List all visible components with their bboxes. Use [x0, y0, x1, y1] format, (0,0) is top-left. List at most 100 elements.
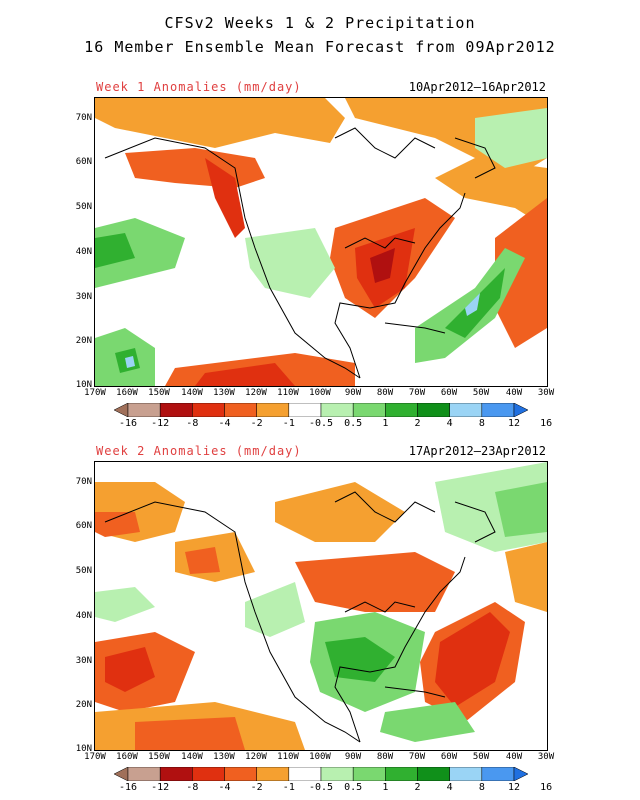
colorbar-tick-label: 16 — [540, 418, 553, 429]
colorbar-labels-panel-1: -16 -12 -8 -4 -2 -1 -0.5 0.5 1 2 4 8 12 16 — [0, 418, 640, 432]
lon-label: 50W — [472, 388, 490, 398]
lat-label: 10N — [75, 744, 92, 754]
colorbar-swatch — [113, 766, 129, 782]
colorbar-swatch — [288, 402, 322, 418]
lon-label: 150W — [148, 388, 170, 398]
colorbar-swatch — [320, 766, 354, 782]
panel-1-dates: 10Apr2012–16Apr2012 — [408, 80, 546, 94]
colorbar-tick-label: 0.5 — [344, 782, 363, 793]
lat-label: 40N — [75, 611, 92, 621]
colorbar-tick-label: 0.5 — [344, 418, 363, 429]
lon-label: 160W — [116, 752, 138, 762]
lon-label: 30W — [537, 388, 555, 398]
lon-label: 80W — [376, 752, 394, 762]
lon-label: 90W — [344, 388, 362, 398]
colorbar-tick-label: -0.5 — [308, 418, 334, 429]
colorbar-tick-label: -1 — [282, 418, 295, 429]
lat-label: 10N — [75, 380, 92, 390]
lon-label: 110W — [277, 752, 299, 762]
lat-label: 50N — [75, 566, 92, 576]
colorbar-panel-2 — [113, 766, 529, 782]
lon-label: 100W — [309, 752, 331, 762]
lon-label: 70W — [408, 752, 426, 762]
colorbar-tick-label: 2 — [414, 418, 421, 429]
colorbar-swatch — [417, 402, 450, 418]
colorbar-swatch — [385, 402, 418, 418]
colorbar-tick-label: 8 — [478, 782, 485, 793]
colorbar-tick-label: -4 — [218, 418, 231, 429]
week1-anomaly-map — [95, 98, 547, 386]
colorbar-swatch — [127, 766, 161, 782]
lat-label: 60N — [75, 157, 92, 167]
lon-label: 160W — [116, 388, 138, 398]
lon-label: 140W — [181, 388, 203, 398]
colorbar-tick-label: -4 — [218, 782, 231, 793]
colorbar-swatch — [513, 766, 529, 782]
lon-label: 30W — [537, 752, 555, 762]
colorbar-tick-label: -16 — [118, 418, 138, 429]
lon-label: 120W — [245, 388, 267, 398]
colorbar-tick-label: -12 — [151, 418, 170, 429]
colorbar-tick-label: -8 — [186, 782, 199, 793]
lon-label: 80W — [376, 388, 394, 398]
lon-label: 110W — [277, 388, 299, 398]
colorbar-swatch — [256, 402, 290, 418]
lon-label: 40W — [505, 388, 523, 398]
map-panel-1 — [94, 97, 548, 387]
colorbar-tick-label: 1 — [382, 418, 389, 429]
colorbar-labels-panel-2: -16 -12 -8 -4 -2 -1 -0.5 0.5 1 2 4 8 12 16 — [0, 782, 640, 796]
map-panel-2 — [94, 461, 548, 751]
colorbar-tick-label: -8 — [186, 418, 199, 429]
lon-label: 120W — [245, 752, 267, 762]
colorbar-swatch — [481, 766, 515, 782]
lon-label: 170W — [84, 752, 106, 762]
panel-2-label: Week 2 Anomalies (mm/day) — [96, 444, 302, 458]
lat-label: 20N — [75, 700, 92, 710]
colorbar-swatch — [288, 766, 322, 782]
colorbar-swatch — [256, 766, 290, 782]
lon-label: 130W — [213, 752, 235, 762]
colorbar-svg — [113, 766, 529, 782]
colorbar-tick-label: 1 — [382, 782, 389, 793]
colorbar-tick-label: -0.5 — [308, 782, 334, 793]
colorbar-tick-label: 12 — [507, 782, 521, 793]
colorbar-swatch — [159, 402, 193, 418]
colorbar-swatch — [113, 402, 129, 418]
colorbar-swatch — [352, 766, 386, 782]
colorbar-tick-label: -2 — [250, 782, 263, 793]
colorbar-swatch — [449, 766, 483, 782]
colorbar-swatch — [224, 402, 257, 418]
lat-label: 50N — [75, 202, 92, 212]
lon-label: 50W — [472, 752, 490, 762]
colorbar-swatch — [385, 766, 418, 782]
colorbar-swatch — [127, 402, 161, 418]
colorbar-swatch — [417, 766, 450, 782]
colorbar-swatch — [352, 402, 386, 418]
lon-label: 40W — [505, 752, 523, 762]
title-line-1: CFSv2 Weeks 1 & 2 Precipitation — [164, 14, 476, 32]
title-line-2: 16 Member Ensemble Mean Forecast from 09… — [84, 38, 556, 56]
lon-label: 100W — [309, 388, 331, 398]
colorbar-swatch — [192, 766, 225, 782]
colorbar-tick-label: -2 — [250, 418, 263, 429]
panel-1-label: Week 1 Anomalies (mm/day) — [96, 80, 302, 94]
colorbar-tick-label: -12 — [151, 782, 170, 793]
lon-label: 90W — [344, 752, 362, 762]
lon-label: 170W — [84, 388, 106, 398]
colorbar-swatch — [449, 402, 483, 418]
lat-label: 20N — [75, 336, 92, 346]
lat-label: 70N — [75, 477, 92, 487]
colorbar-tick-label: 16 — [540, 782, 553, 793]
week2-anomaly-map — [95, 462, 547, 750]
colorbar-tick-label: 2 — [414, 782, 421, 793]
colorbar-tick-label: 12 — [507, 418, 521, 429]
lon-label: 60W — [440, 388, 458, 398]
colorbar-tick-label: -1 — [282, 782, 295, 793]
lat-label: 30N — [75, 292, 92, 302]
lon-label: 150W — [148, 752, 170, 762]
lat-label: 30N — [75, 656, 92, 666]
colorbar-tick-label: 8 — [478, 418, 485, 429]
lon-label: 130W — [213, 388, 235, 398]
lon-label: 60W — [440, 752, 458, 762]
colorbar-tick-label: 4 — [446, 782, 453, 793]
